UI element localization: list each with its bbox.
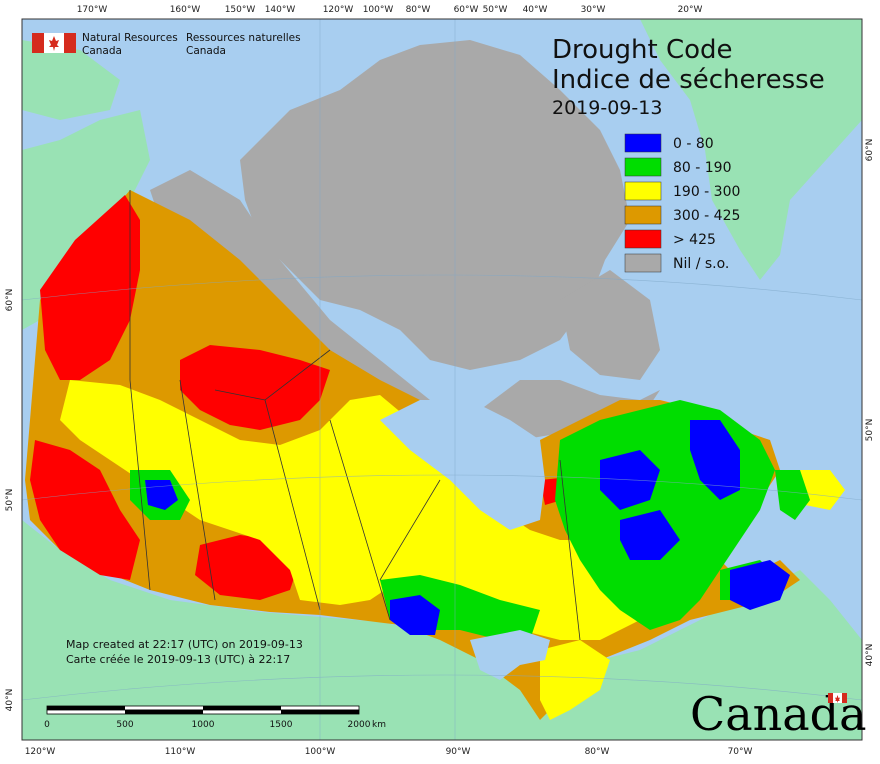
canada-flag-icon <box>32 33 76 53</box>
legend-swatch <box>624 133 662 153</box>
legend-swatch <box>624 157 662 177</box>
scale-label: 500 <box>116 720 133 730</box>
legend: 0 - 80 80 - 190 190 - 300 300 - 425 > 425 Nil… <box>624 133 740 273</box>
tick-bottom: 120°W <box>25 747 56 757</box>
legend-label: 300 - 425 <box>673 208 740 224</box>
bottom-ticks: 120°W 110°W 100°W 90°W 80°W 70°W <box>25 747 753 757</box>
tick-top: 170°W <box>77 5 108 15</box>
scale-label: 2000 <box>348 720 371 730</box>
tick-top: 120°W <box>323 5 354 15</box>
newbrunswick-blue <box>730 560 790 610</box>
tick-left: 40°N <box>5 689 15 712</box>
legend-label: 190 - 300 <box>673 184 740 200</box>
scale-label: 0 <box>44 720 50 730</box>
agency-fr-line2: Canada <box>186 45 226 57</box>
iceland <box>805 22 855 75</box>
graticule <box>21 19 863 740</box>
tick-top: 80°W <box>406 5 431 15</box>
central-yellow <box>60 380 660 640</box>
tick-left: 50°N <box>5 489 15 512</box>
labrador-green <box>775 470 810 520</box>
tick-right: 60°N <box>865 139 875 162</box>
map-title-fr: Indice de sécheresse <box>552 65 825 95</box>
yukon-red <box>40 195 140 380</box>
tick-top: 100°W <box>363 5 394 15</box>
canada-wordmark: Canada <box>690 687 867 741</box>
usa <box>22 520 862 740</box>
scale-bar: 0 500 1000 1500 2000 km <box>44 705 386 730</box>
agency-en-line2: Canada <box>82 45 122 57</box>
tick-top: 50°W <box>483 5 508 15</box>
tick-bottom: 110°W <box>165 747 196 757</box>
bc-red <box>30 440 140 580</box>
scale-unit: km <box>372 720 386 730</box>
tick-top: 40°W <box>523 5 548 15</box>
legend-swatch <box>624 181 662 201</box>
wordmark-flag-icon <box>828 693 847 703</box>
tick-top: 150°W <box>225 5 256 15</box>
map-date: 2019-09-13 <box>552 97 662 119</box>
ontario-yellow <box>540 640 610 720</box>
tick-bottom: 80°W <box>585 747 610 757</box>
tick-right: 40°N <box>865 644 875 667</box>
tick-bottom: 70°W <box>728 747 753 757</box>
alberta-blue <box>145 480 178 510</box>
greenland <box>640 19 862 280</box>
tick-right: 50°N <box>865 419 875 442</box>
tick-top: 60°W <box>454 5 479 15</box>
top-ticks: 170°W 160°W 150°W 140°W 120°W 100°W 80°W… <box>77 5 703 15</box>
tick-bottom: 100°W <box>305 747 336 757</box>
agency-en-line1: Natural Resources <box>82 32 178 44</box>
provincial-borders <box>129 190 581 641</box>
scale-label: 1000 <box>192 720 215 730</box>
legend-label: > 425 <box>673 232 716 248</box>
legend-swatch <box>624 229 662 249</box>
left-ticks: 60°N 50°N 40°N <box>5 289 15 712</box>
great-lakes <box>470 630 550 680</box>
tick-left: 60°N <box>5 289 15 312</box>
scale-label: 1500 <box>270 720 293 730</box>
map-title-en: Drought Code <box>552 35 733 65</box>
legend-label: 0 - 80 <box>673 136 714 152</box>
tick-top: 160°W <box>170 5 201 15</box>
created-note-en: Map created at 22:17 (UTC) on 2019-09-13 <box>66 638 303 651</box>
tick-top: 30°W <box>581 5 606 15</box>
tick-top: 20°W <box>678 5 703 15</box>
baffin-nil <box>560 270 660 380</box>
nwt-red <box>180 345 330 430</box>
agency-block: Natural Resources Canada Ressources natu… <box>32 32 301 57</box>
legend-label: Nil / s.o. <box>673 256 729 272</box>
quebec-blue-3 <box>620 510 680 560</box>
right-ticks: 60°N 50°N 40°N <box>865 139 875 667</box>
labrador-yellow <box>800 470 845 510</box>
created-note-fr: Carte créée le 2019-09-13 (UTC) à 22:17 <box>66 653 290 666</box>
legend-swatch <box>624 205 662 225</box>
agency-fr-line1: Ressources naturelles <box>186 32 301 44</box>
tick-top: 140°W <box>265 5 296 15</box>
quebec-blue-2 <box>690 420 740 500</box>
tick-bottom: 90°W <box>446 747 471 757</box>
arctic-islands <box>240 40 630 370</box>
legend-swatch <box>624 253 662 273</box>
map-frame <box>21 18 863 741</box>
alaska-west <box>22 40 120 120</box>
ontario-blue <box>390 595 440 635</box>
hudson-bay <box>380 400 545 530</box>
legend-label: 80 - 190 <box>673 160 732 176</box>
